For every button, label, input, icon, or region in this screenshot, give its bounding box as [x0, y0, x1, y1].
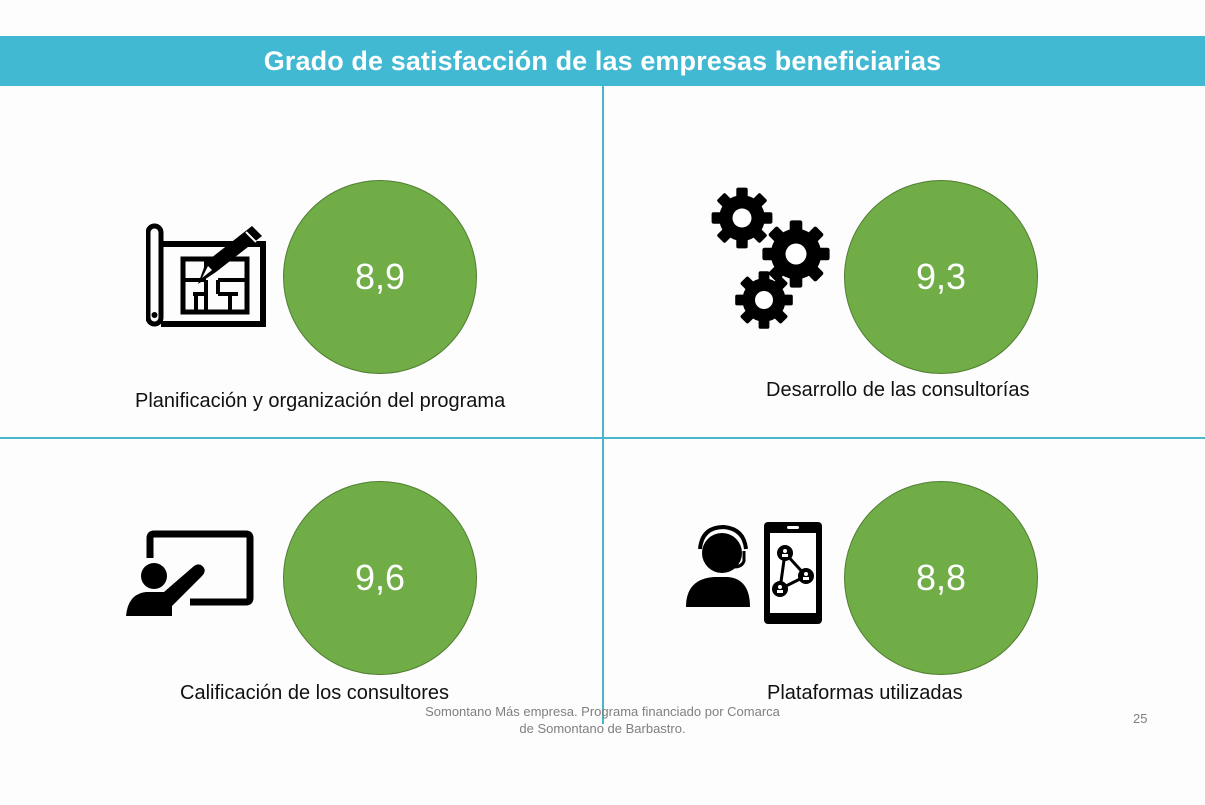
footer-line-2: de Somontano de Barbastro.	[519, 721, 686, 736]
blueprint-pencil-icon	[146, 223, 266, 327]
vertical-divider	[602, 86, 604, 724]
score-circle: 8,9	[283, 180, 477, 374]
gears-icon	[711, 187, 830, 329]
support-agent-phone-network-icon	[686, 522, 822, 624]
score-circle: 8,8	[844, 481, 1038, 675]
slide-title: Grado de satisfacción de las empresas be…	[0, 36, 1205, 86]
score-circle: 9,6	[283, 481, 477, 675]
footer-line-1: Somontano Más empresa. Programa financia…	[425, 704, 780, 719]
score-value: 9,3	[915, 256, 967, 297]
score-value: 9,6	[354, 557, 406, 598]
quadrant-label: Planificación y organización del program…	[135, 390, 506, 412]
quadrant-label: Desarrollo de las consultorías	[766, 379, 1030, 401]
page-number: 25	[1133, 711, 1148, 726]
score-circle: 9,3	[844, 180, 1038, 374]
score-value: 8,9	[354, 256, 406, 297]
score-value: 8,8	[915, 557, 967, 598]
horizontal-divider	[0, 437, 1205, 439]
presenter-whiteboard-icon	[126, 530, 254, 616]
quadrant-label: Calificación de los consultores	[180, 682, 450, 704]
footer-text: Somontano Más empresa. Programa financia…	[395, 703, 810, 737]
quadrant-label: Plataformas utilizadas	[767, 682, 963, 704]
